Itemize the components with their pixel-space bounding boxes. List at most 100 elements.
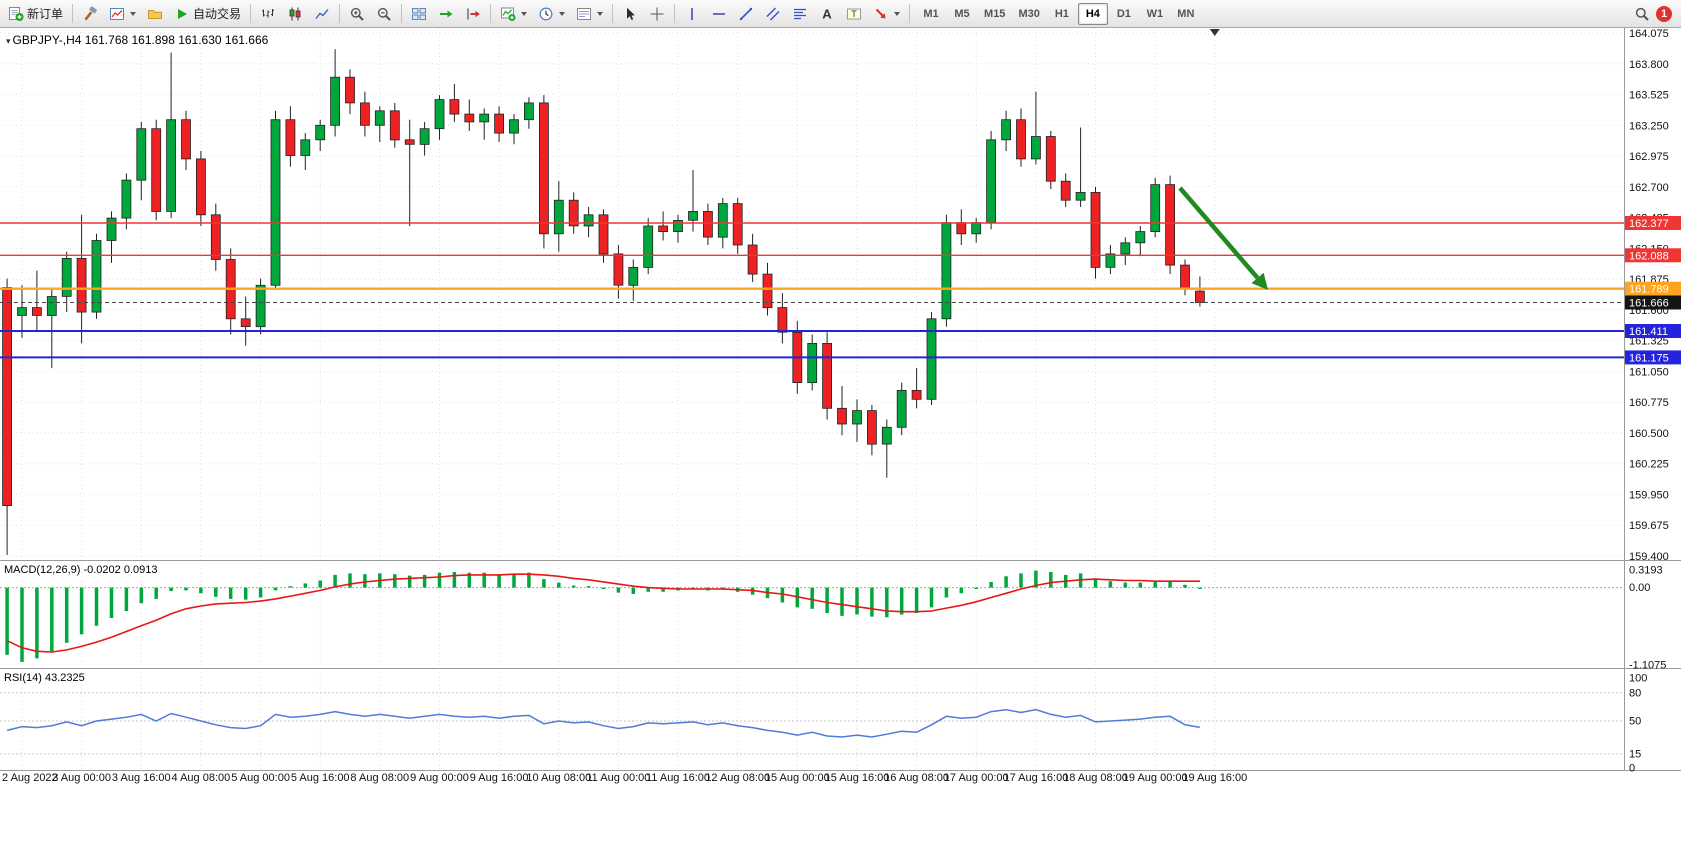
- price-tag-161.175: 161.175: [1625, 350, 1681, 365]
- toolbar-separator: [490, 4, 492, 23]
- tile-windows-button[interactable]: [406, 2, 432, 26]
- fibonacci-tool[interactable]: [787, 2, 813, 26]
- svg-text:16 Aug 08:00: 16 Aug 08:00: [884, 772, 949, 784]
- crosshair-button[interactable]: [644, 2, 670, 26]
- bars-icon: [262, 8, 275, 17]
- chevron-down-icon: [559, 11, 566, 16]
- zoom-out-button[interactable]: [371, 2, 397, 26]
- price-tag-161.789: 161.789: [1625, 281, 1681, 296]
- svg-text:3 Aug 16:00: 3 Aug 16:00: [112, 772, 171, 784]
- svg-text:162.377: 162.377: [1629, 218, 1669, 230]
- price-tag-161.411: 161.411: [1625, 324, 1681, 338]
- zoom-in-icon: [350, 7, 364, 21]
- new-order-button[interactable]: 新订单: [3, 2, 68, 26]
- timeframe-m15[interactable]: M15: [978, 3, 1011, 25]
- timeframe-d1[interactable]: D1: [1109, 3, 1139, 25]
- indicators-button[interactable]: [495, 2, 532, 26]
- svg-text:161.411: 161.411: [1629, 326, 1668, 338]
- templates-icon: [577, 7, 592, 20]
- svg-text:11 Aug 16:00: 11 Aug 16:00: [646, 772, 710, 784]
- svg-text:162.700: 162.700: [1629, 182, 1669, 194]
- svg-text:17 Aug 16:00: 17 Aug 16:00: [1003, 772, 1068, 784]
- new-order-label: 新订单: [27, 7, 64, 21]
- new-chart-icon: [110, 7, 125, 20]
- periods-button[interactable]: [533, 2, 570, 26]
- timeframe-m5[interactable]: M5: [947, 3, 977, 25]
- timeframe-h1[interactable]: H1: [1047, 3, 1077, 25]
- line-chart-button[interactable]: [309, 2, 335, 26]
- svg-text:162.975: 162.975: [1629, 151, 1669, 163]
- channel-tool[interactable]: [760, 2, 786, 26]
- autoscroll-button[interactable]: [433, 2, 459, 26]
- svg-text:0.3193: 0.3193: [1629, 565, 1663, 577]
- candlestick-chart-button[interactable]: [282, 2, 308, 26]
- templates-button[interactable]: [571, 2, 608, 26]
- svg-text:3 Aug 00:00: 3 Aug 00:00: [52, 772, 111, 784]
- expert-advisors-icon: [84, 5, 97, 20]
- svg-text:2 Aug 2022: 2 Aug 2022: [2, 772, 58, 784]
- profiles-icon: [148, 9, 163, 19]
- toolbar-separator: [909, 4, 911, 23]
- timeframe-m1[interactable]: M1: [916, 3, 946, 25]
- autotrading-button[interactable]: 自动交易: [169, 2, 246, 26]
- svg-text:0: 0: [1629, 763, 1635, 775]
- svg-text:163.250: 163.250: [1629, 120, 1669, 132]
- svg-text:19 Aug 16:00: 19 Aug 16:00: [1182, 772, 1247, 784]
- bar-chart-button[interactable]: [255, 2, 281, 26]
- timeframe-mn[interactable]: MN: [1171, 3, 1201, 25]
- new-chart-button[interactable]: [104, 2, 141, 26]
- arrows-tool-button[interactable]: [868, 2, 905, 26]
- svg-text:159.950: 159.950: [1629, 490, 1669, 502]
- line-chart-icon: [315, 8, 329, 19]
- price-tag-162.377: 162.377: [1625, 216, 1681, 230]
- timeframe-w1[interactable]: W1: [1140, 3, 1170, 25]
- level-lines[interactable]: [0, 222, 1625, 359]
- svg-text:159.400: 159.400: [1629, 551, 1669, 563]
- symbol-label: GBPJPY-,H4 161.768 161.898 161.630 161.6…: [12, 33, 269, 47]
- grid-layer: [0, 28, 1625, 770]
- svg-text:161.175: 161.175: [1629, 352, 1669, 364]
- toolbar-separator: [612, 4, 614, 23]
- cursor-button[interactable]: [617, 2, 643, 26]
- periods-icon: [539, 7, 553, 20]
- svg-text:160.500: 160.500: [1629, 428, 1669, 440]
- text-tool[interactable]: A: [814, 2, 840, 26]
- panel-separators[interactable]: [0, 28, 1681, 771]
- timeframe-m30[interactable]: M30: [1012, 3, 1045, 25]
- arrow-annotation[interactable]: [1178, 186, 1268, 290]
- toolbar-separator: [401, 4, 403, 23]
- expert-advisors-button[interactable]: [77, 2, 103, 26]
- timeframe-h4[interactable]: H4: [1077, 2, 1108, 25]
- text-label-tool[interactable]: T: [841, 2, 867, 26]
- svg-text:10 Aug 08:00: 10 Aug 08:00: [526, 772, 591, 784]
- chart-shift-marker[interactable]: [1209, 29, 1220, 36]
- macd-indicator-label: MACD(12,26,9) -0.0202 0.0913: [4, 564, 158, 576]
- svg-text:18 Aug 08:00: 18 Aug 08:00: [1063, 772, 1128, 784]
- horizontal-line-tool[interactable]: [706, 2, 732, 26]
- horizontal-line-icon: [713, 12, 726, 15]
- chart-canvas[interactable]: 164.075 163.800 163.525 163.250 162.975 162.7…: [0, 28, 1681, 843]
- svg-text:162.088: 162.088: [1629, 250, 1669, 262]
- price-axis[interactable]: 164.075 163.800 163.525 163.250 162.975 162.7…: [1629, 28, 1669, 775]
- symbol-marker-icon: ▾: [6, 36, 11, 46]
- profiles-button[interactable]: [142, 2, 168, 26]
- svg-text:50: 50: [1629, 716, 1641, 728]
- chart-shift-button[interactable]: [460, 2, 486, 26]
- svg-text:T: T: [851, 9, 857, 19]
- zoom-in-button[interactable]: [344, 2, 370, 26]
- svg-text:9 Aug 16:00: 9 Aug 16:00: [470, 772, 529, 784]
- vertical-line-tool[interactable]: [679, 2, 705, 26]
- toolbar-separator: [674, 4, 676, 23]
- main-toolbar: 新订单 自动交易: [0, 0, 1681, 28]
- svg-text:160.775: 160.775: [1629, 397, 1669, 409]
- rsi-panel: [0, 692, 1625, 755]
- svg-text:4 Aug 08:00: 4 Aug 08:00: [172, 772, 231, 784]
- trendline-tool[interactable]: [733, 2, 759, 26]
- candles-icon: [289, 7, 301, 20]
- notification-badge[interactable]: 1: [1656, 5, 1672, 22]
- svg-text:15 Aug 00:00: 15 Aug 00:00: [765, 772, 830, 784]
- autotrading-icon: [178, 8, 188, 19]
- search-button[interactable]: [1629, 2, 1655, 26]
- svg-text:5 Aug 16:00: 5 Aug 16:00: [291, 772, 350, 784]
